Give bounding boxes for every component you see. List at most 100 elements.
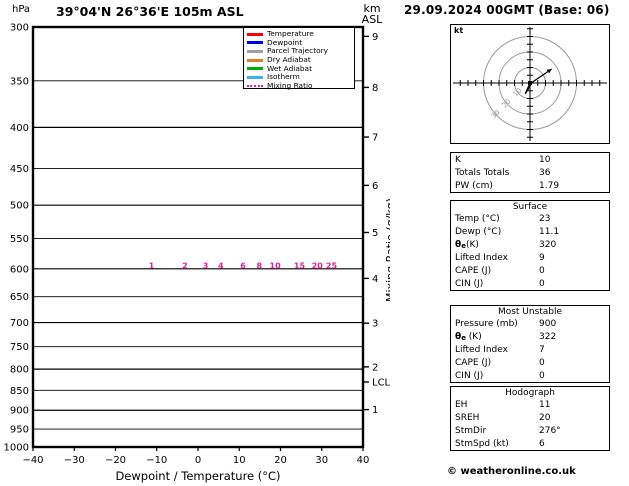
- legend-swatch-icon: [247, 84, 263, 87]
- pressure-tick-label: 800: [10, 365, 29, 376]
- surface-value: 320: [539, 239, 557, 250]
- surface-key: Lifted Index: [455, 252, 508, 263]
- surface-key: Temp (°C): [455, 213, 500, 224]
- height-tick-label: 3: [372, 319, 378, 330]
- height-tick-label: 9: [372, 32, 378, 43]
- station-title: 39°04'N 26°36'E 105m ASL: [56, 4, 244, 19]
- surface-panel: Surface Temp (°C) 23 Dewp (°C) 11.1 θe(K) 320 L…: [450, 200, 610, 291]
- pressure-tick-label: 900: [10, 406, 29, 417]
- surface-row: Dewp (°C) 11.1: [451, 225, 609, 238]
- mixing-ratio-label: 2: [182, 262, 188, 271]
- hodograph-stats-value: 6: [539, 438, 545, 449]
- hodograph-stats-row: SREH 20: [451, 411, 609, 424]
- temperature-tick-label: −10: [146, 455, 167, 466]
- temperature-tick-label: 10: [233, 455, 246, 466]
- height-tick-label: 6: [372, 181, 378, 192]
- hodograph-unit-label: kt: [454, 26, 464, 35]
- surface-row: θe(K) 320: [451, 238, 609, 251]
- most-unstable-value: 0: [539, 357, 545, 368]
- indices-value: 10: [539, 154, 551, 165]
- legend-item-label: Temperature: [267, 29, 314, 39]
- surface-value: 0: [539, 265, 545, 276]
- most-unstable-key: CIN (J): [455, 370, 484, 381]
- height-tick-label: 7: [372, 133, 378, 144]
- pressure-tick-label: 450: [10, 164, 29, 175]
- most-unstable-value: 0: [539, 370, 545, 381]
- legend-item: Wet Adiabat: [247, 64, 352, 73]
- most-unstable-key: CAPE (J): [455, 357, 492, 368]
- most-unstable-key: Pressure (mb): [455, 318, 518, 329]
- most-unstable-row: Lifted Index 7: [451, 343, 609, 356]
- mixing-ratio-label: 1: [149, 262, 155, 271]
- x-axis-label: Dewpoint / Temperature (°C): [115, 469, 280, 483]
- hodograph-stats-value: 20: [539, 412, 551, 423]
- mixing-ratio-label: 10: [270, 262, 282, 271]
- pressure-tick-label: 300: [10, 23, 29, 34]
- pressure-tick-label: 700: [10, 318, 29, 329]
- indices-value: 36: [539, 167, 551, 178]
- temperature-tick-label: −40: [22, 455, 43, 466]
- pressure-tick-label: 650: [10, 292, 29, 303]
- legend-swatch-icon: [247, 58, 263, 62]
- temperature-tick-label: 20: [274, 455, 287, 466]
- height-tick-label: 4: [372, 274, 378, 285]
- mixing-ratio-label: 4: [218, 262, 224, 271]
- most-unstable-row: CAPE (J) 0: [451, 356, 609, 369]
- legend-item-label: Wet Adiabat: [267, 63, 312, 73]
- legend-swatch-icon: [247, 67, 263, 71]
- indices-row: Totals Totals 36: [451, 166, 609, 179]
- hodograph-ring-label: 20: [501, 98, 513, 110]
- most-unstable-key: θe (K): [455, 331, 482, 342]
- legend-item-label: Parcel Trajectory: [267, 46, 329, 56]
- pressure-tick-label: 750: [10, 342, 29, 353]
- mixing-ratio-label: 3: [203, 262, 209, 271]
- hodograph-stats-key: StmSpd (kt): [455, 438, 509, 449]
- indices-value: 1.79: [539, 180, 560, 191]
- hodograph-stats-row: EH 11: [451, 398, 609, 411]
- hodograph-stats-key: EH: [455, 399, 468, 410]
- pressure-tick-label: 850: [10, 386, 29, 397]
- pressure-tick-label: 600: [10, 264, 29, 275]
- indices-key: Totals Totals: [455, 167, 510, 178]
- pressure-tick-label: 1000: [4, 443, 29, 454]
- mixing-ratio-label: 20: [312, 262, 324, 271]
- indices-key: PW (cm): [455, 180, 493, 191]
- height-axis-unit: km: [363, 2, 380, 15]
- pressure-tick-label: 500: [10, 201, 29, 212]
- surface-value: 23: [539, 213, 551, 224]
- legend-swatch-icon: [247, 49, 263, 53]
- most-unstable-key: Lifted Index: [455, 344, 508, 355]
- legend-item-label: Dewpoint: [267, 37, 303, 47]
- surface-value: 9: [539, 252, 545, 263]
- hodograph-ring-label: 30: [490, 108, 502, 120]
- surface-key: θe(K): [455, 239, 479, 250]
- height-tick-label: 1: [372, 405, 378, 416]
- temperature-tick-label: 0: [195, 455, 201, 466]
- legend-item: Mixing Ratio: [247, 81, 352, 91]
- mixing-ratio-label: 25: [326, 262, 338, 271]
- indices-panel: K 10 Totals Totals 36 PW (cm) 1.79: [450, 152, 610, 193]
- mixing-ratio-label: 8: [257, 262, 263, 271]
- hodograph-stats-row: StmDir 276°: [451, 424, 609, 437]
- most-unstable-title: Most Unstable: [497, 307, 563, 317]
- temperature-tick-label: −20: [105, 455, 126, 466]
- height-axis-unit2: ASL: [362, 13, 384, 26]
- legend-swatch-icon: [247, 32, 263, 36]
- legend-item: Isotherm: [247, 73, 352, 82]
- mixing-ratio-label: 6: [240, 262, 246, 271]
- surface-row: CAPE (J) 0: [451, 264, 609, 277]
- pressure-tick-label: 550: [10, 234, 29, 245]
- surface-key: CIN (J): [455, 278, 484, 289]
- surface-value: 0: [539, 278, 545, 289]
- hodograph-stats-key: StmDir: [455, 425, 487, 436]
- legend-item: Parcel Trajectory: [247, 47, 352, 56]
- surface-title: Surface: [512, 202, 548, 212]
- indices-row: PW (cm) 1.79: [451, 179, 609, 192]
- most-unstable-value: 900: [539, 318, 557, 329]
- surface-value: 11.1: [539, 226, 560, 237]
- mixing-ratio-label: 15: [294, 262, 306, 271]
- legend-item: Dry Adiabat: [247, 56, 352, 65]
- legend-item-label: Isotherm: [267, 72, 300, 82]
